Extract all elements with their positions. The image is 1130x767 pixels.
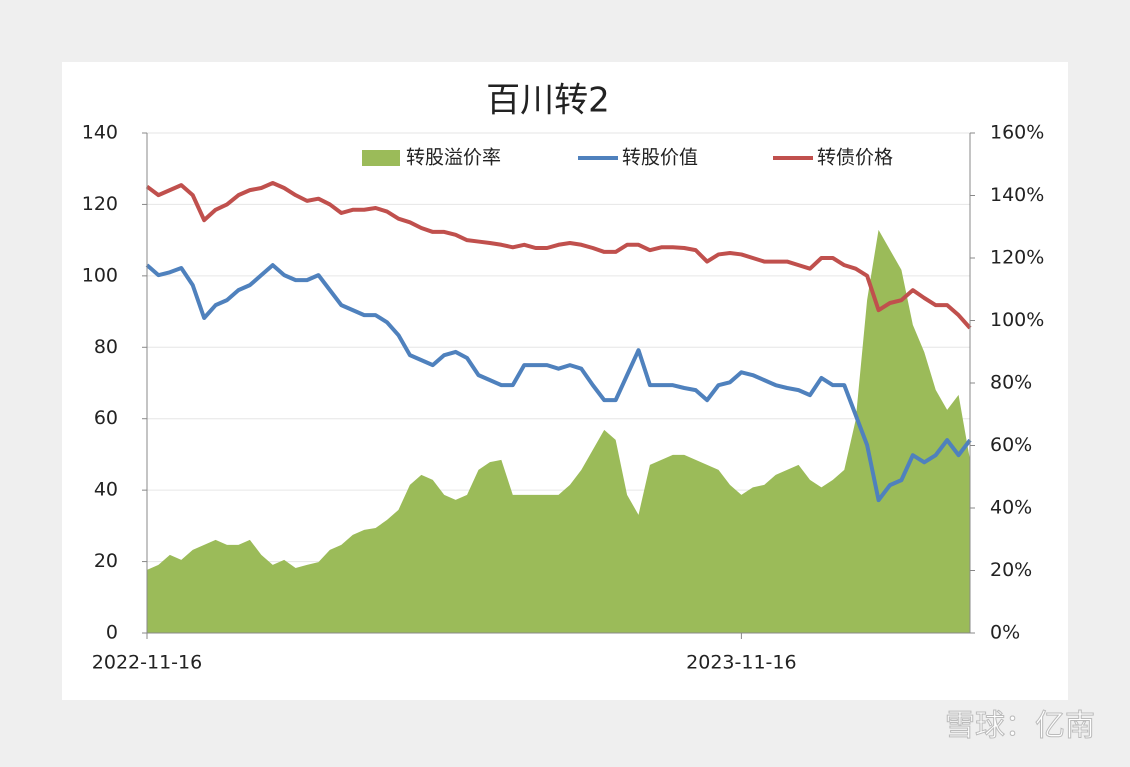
y2-tick-label: 140% [990,184,1044,206]
y-tick-label: 140 [82,122,118,144]
y2-tick-label: 20% [990,559,1032,581]
legend-label: 转债价格 [817,147,893,169]
y2-tick-label: 120% [990,247,1044,269]
y-tick-label: 80 [94,336,118,358]
area [147,229,970,633]
y2-tick-label: 100% [990,309,1044,331]
y2-tick-label: 0% [990,622,1020,644]
y-tick-label: 40 [94,479,118,501]
line [145,263,972,503]
legend-label: 转股价值 [622,147,698,169]
legend-swatch [362,150,400,166]
y2-tick-label: 40% [990,497,1032,519]
watermark: 雪球：亿南 [945,709,1095,744]
chart-title: 百川转2 [486,81,610,121]
legend-label: 转股溢价率 [406,147,501,169]
y-tick-label: 120 [82,193,118,215]
line [145,181,972,330]
y-tick-label: 60 [94,407,118,429]
y-tick-label: 100 [82,264,118,286]
y-tick-label: 0 [106,622,118,644]
x-tick-label: 2022-11-16 [92,652,202,674]
y-tick-label: 20 [94,550,118,572]
y2-tick-label: 80% [990,372,1032,394]
y2-tick-label: 160% [990,122,1044,144]
y2-tick-label: 60% [990,434,1032,456]
x-tick-label: 2023-11-16 [686,652,796,674]
